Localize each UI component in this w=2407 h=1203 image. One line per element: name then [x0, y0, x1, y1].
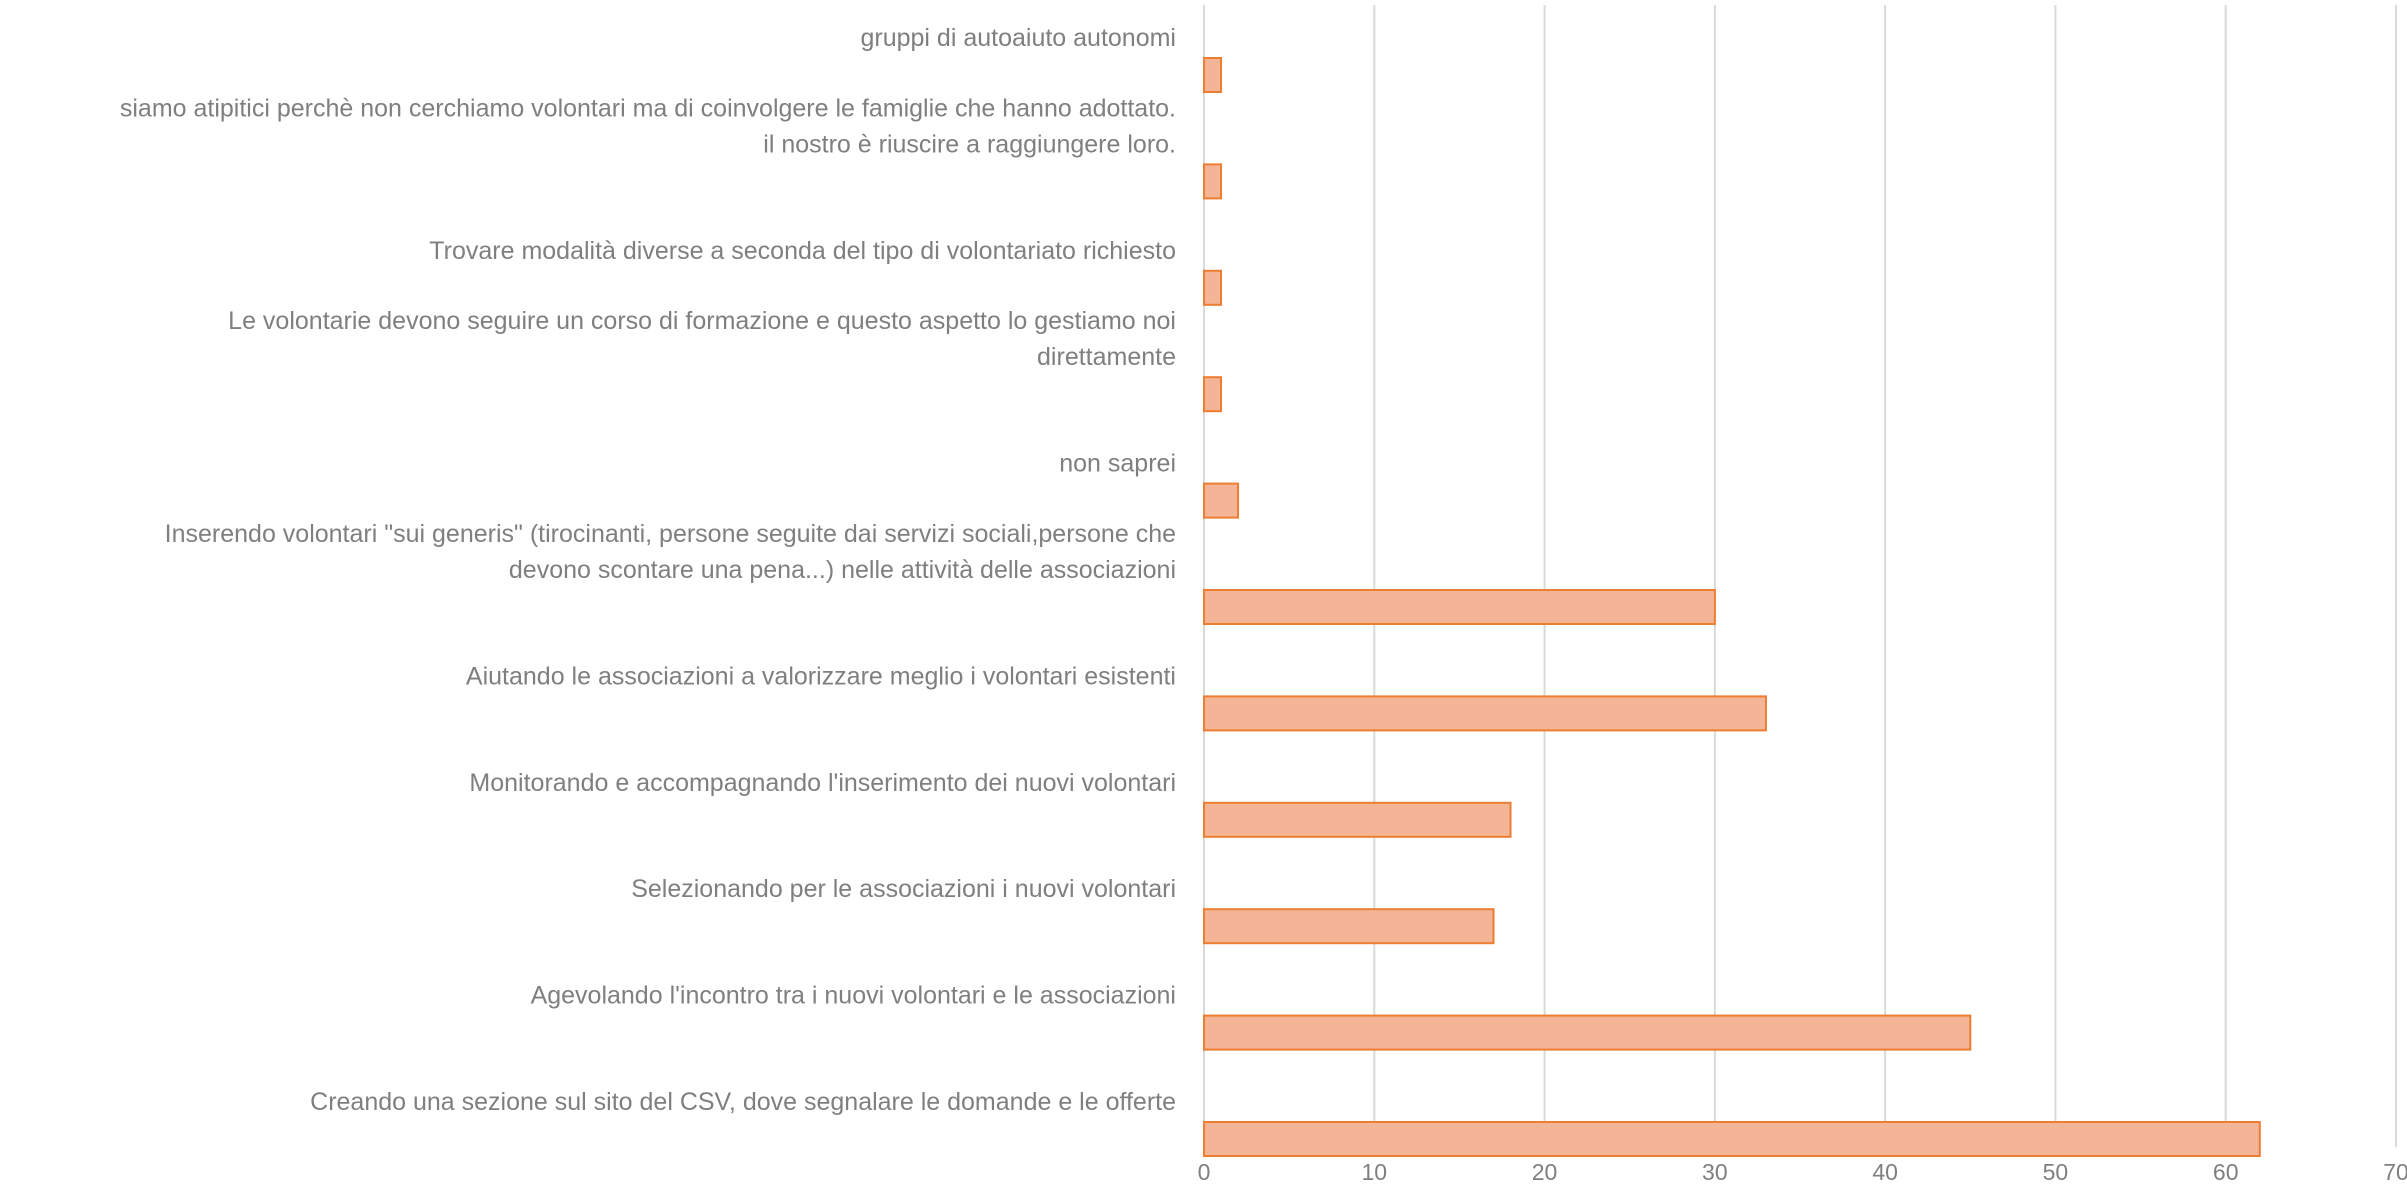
bar	[1203, 1121, 2261, 1157]
category-label: gruppi di autoaiuto autonomi	[860, 24, 1176, 52]
bar	[1203, 695, 1767, 732]
x-tick-label: 60	[2213, 1159, 2239, 1185]
bar	[1203, 163, 1223, 200]
category-label: siamo atipitici perchè non cerchiamo vol…	[120, 94, 1176, 122]
bar	[1203, 269, 1223, 306]
x-tick-label: 50	[2043, 1159, 2069, 1185]
category-label: devono scontare una pena...) nelle attiv…	[509, 556, 1176, 584]
category-labels: gruppi di autoaiuto autonomi siamo atipit…	[120, 24, 1176, 1116]
category-label: Selezionando per le associazioni i nuovi…	[631, 875, 1176, 903]
bar	[1203, 57, 1223, 93]
category-label: Inserendo volontari "sui generis" (tiroc…	[165, 520, 1176, 548]
category-label: Trovare modalità diverse a seconda del t…	[429, 237, 1176, 265]
category-label: il nostro è riuscire a raggiungere loro.	[763, 130, 1176, 158]
category-label: non saprei	[1059, 450, 1176, 478]
x-tick-label: 70	[2383, 1159, 2407, 1185]
gridlines	[1203, 5, 2397, 1147]
category-label: Aiutando le associazioni a valorizzare m…	[466, 662, 1176, 690]
bar	[1203, 376, 1223, 413]
x-tick-label: 10	[1361, 1159, 1387, 1185]
x-tick-label: 40	[1872, 1159, 1898, 1185]
bar	[1203, 589, 1716, 625]
x-tick-label: 0	[1198, 1159, 1211, 1185]
bar	[1203, 908, 1495, 945]
category-label: direttamente	[1037, 343, 1176, 371]
x-axis-ticks: 0 10 20 30 40 50 60 70	[1198, 1159, 2407, 1185]
category-label: Agevolando l'incontro tra i nuovi volont…	[531, 982, 1176, 1010]
category-label: Le volontarie devono seguire un corso di…	[228, 307, 1176, 335]
bar	[1203, 482, 1240, 519]
bar	[1203, 1014, 1972, 1051]
category-label: Monitorando e accompagnando l'inseriment…	[469, 769, 1176, 797]
x-tick-label: 20	[1532, 1159, 1558, 1185]
bar	[1203, 801, 1512, 838]
x-tick-label: 30	[1702, 1159, 1728, 1185]
category-label: Creando una sezione sul sito del CSV, do…	[310, 1088, 1176, 1116]
bars	[1203, 57, 2261, 1157]
